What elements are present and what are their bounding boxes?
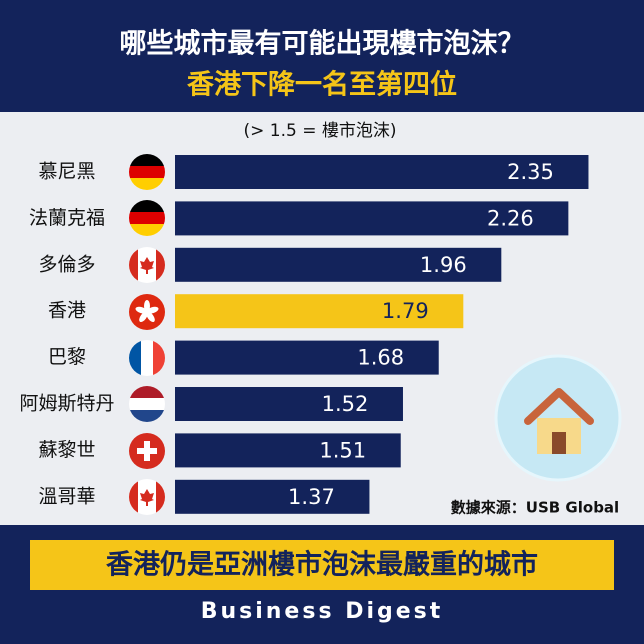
category-label: 多倫多: [38, 253, 95, 275]
value-label: 1.96: [420, 253, 467, 277]
category-label: 阿姆斯特丹: [19, 393, 114, 415]
value-label: 1.52: [322, 392, 369, 416]
bar: [175, 155, 589, 189]
chart-subtitle: 香港下降一名至第四位: [187, 69, 457, 101]
banner: 香港仍是亞洲樓市泡沫最嚴重的城市: [106, 549, 538, 581]
source: 數據來源：USB Global: [451, 499, 619, 517]
value-label: 2.35: [507, 160, 554, 184]
value-label: 1.79: [382, 299, 429, 323]
flags: [129, 154, 165, 515]
value-label: 2.26: [487, 206, 534, 230]
value-label: 1.51: [319, 438, 366, 462]
brand: Business Digest: [201, 599, 444, 624]
annotation: (> 1.5 = 樓市泡沫): [244, 121, 397, 141]
category-label: 香港: [48, 300, 86, 322]
category-label: 蘇黎世: [38, 439, 95, 461]
category-label: 巴黎: [48, 346, 86, 368]
category-label: 法蘭克福: [29, 207, 105, 229]
value-label: 1.37: [288, 485, 335, 509]
category-label: 溫哥華: [38, 485, 95, 507]
house-bubble: [494, 354, 622, 482]
bar: [175, 387, 403, 421]
bar: [175, 201, 569, 236]
bar: [175, 479, 370, 514]
bar: [175, 294, 464, 329]
chart-title: 哪些城市最有可能出現樓市泡沫？: [120, 28, 525, 60]
value-label: 1.68: [357, 346, 404, 370]
category-label: 慕尼黑: [38, 161, 95, 183]
banner-box: [30, 540, 614, 590]
bar: [175, 247, 502, 282]
bar: [175, 340, 439, 375]
bar: [175, 433, 401, 468]
